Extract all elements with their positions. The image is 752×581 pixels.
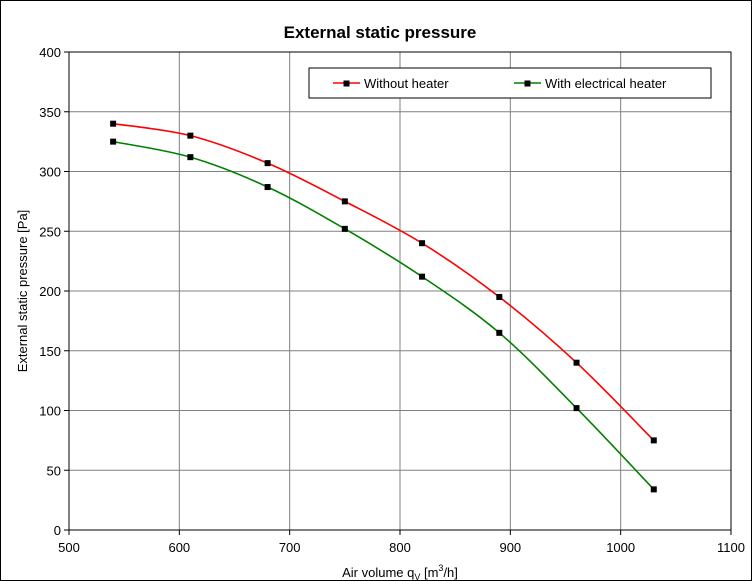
data-point-with-electrical-heater xyxy=(110,138,117,145)
data-point-without-heater xyxy=(573,359,580,366)
x-tick-label: 900 xyxy=(499,540,521,555)
y-tick-label: 0 xyxy=(54,523,61,538)
y-tick-label: 250 xyxy=(39,224,61,239)
legend: Without heater With electrical heater xyxy=(308,67,712,99)
x-axis-title-unit-pre: [m xyxy=(420,565,438,580)
data-point-with-electrical-heater xyxy=(187,154,194,161)
x-axis-title-unit-post: /h] xyxy=(443,565,457,580)
data-point-without-heater xyxy=(650,437,657,444)
y-tick-label: 200 xyxy=(39,284,61,299)
data-point-without-heater xyxy=(341,198,348,205)
x-tick-label: 700 xyxy=(279,540,301,555)
y-tick-label: 150 xyxy=(39,344,61,359)
data-point-with-electrical-heater xyxy=(341,225,348,232)
legend-marker-with-electrical-heater xyxy=(524,80,531,87)
y-tick-label: 400 xyxy=(39,45,61,60)
legend-label-with-electrical-heater: With electrical heater xyxy=(545,76,667,91)
data-point-without-heater xyxy=(496,293,503,300)
legend-box xyxy=(308,67,712,99)
y-tick-label: 100 xyxy=(39,404,61,419)
x-tick-label: 500 xyxy=(58,540,80,555)
data-point-with-electrical-heater xyxy=(496,329,503,336)
y-tick-label: 350 xyxy=(39,105,61,120)
x-axis-title-prefix: Air volume q xyxy=(342,565,414,580)
x-axis-title-superscript: 3 xyxy=(438,563,443,573)
x-axis-title: Air volume qV [m3/h] xyxy=(342,563,458,581)
chart-title: External static pressure xyxy=(284,23,477,42)
x-tick-label: 1100 xyxy=(717,540,745,555)
x-tick-label: 600 xyxy=(168,540,190,555)
data-point-with-electrical-heater xyxy=(419,273,426,280)
data-point-with-electrical-heater xyxy=(573,405,580,412)
data-point-without-heater xyxy=(419,240,426,247)
series xyxy=(110,120,657,493)
y-axis-title: External static pressure [Pa] xyxy=(15,210,30,373)
data-point-with-electrical-heater xyxy=(650,486,657,493)
data-point-without-heater xyxy=(264,160,271,167)
y-tick-label: 50 xyxy=(47,463,61,478)
ticks: 0 50 100 150 200 250 300 350 400 500 600 700 800 900 1… xyxy=(39,45,745,555)
legend-label-without-heater: Without heater xyxy=(364,76,449,91)
legend-marker-without-heater xyxy=(343,80,350,87)
data-point-with-electrical-heater xyxy=(264,184,271,191)
y-tick-label: 300 xyxy=(39,165,61,180)
x-tick-label: 800 xyxy=(389,540,411,555)
x-axis-title-subscript: V xyxy=(414,572,420,581)
data-point-without-heater xyxy=(187,132,194,139)
x-tick-label: 1000 xyxy=(606,540,635,555)
data-point-without-heater xyxy=(110,120,117,127)
